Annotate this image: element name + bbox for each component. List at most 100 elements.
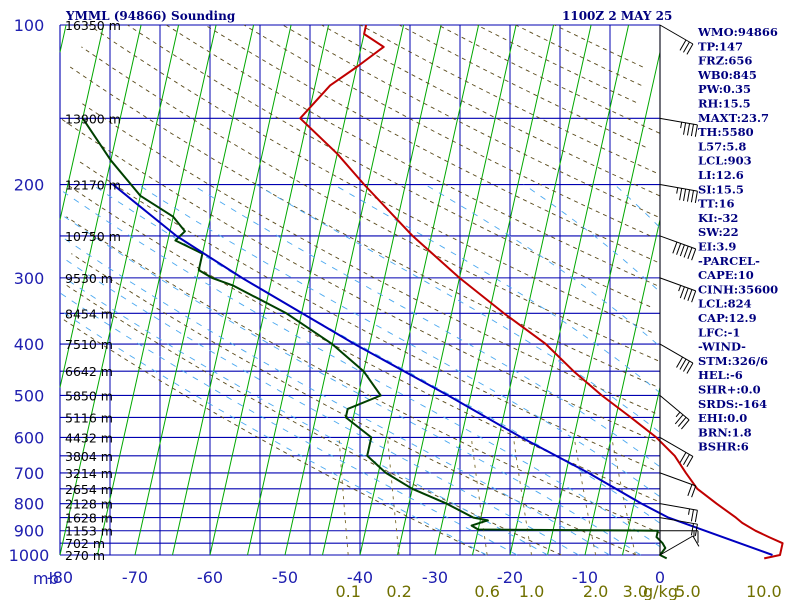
wind-barb-flag — [681, 419, 690, 430]
wind-barb-staff — [659, 277, 696, 292]
index-line: SHR+:0.0 — [698, 383, 761, 397]
wind-barb-flag — [686, 456, 694, 468]
mixing-ratio-line — [573, 437, 597, 556]
height-label: 7510 m — [65, 337, 113, 352]
dry-adiabat — [437, 24, 660, 134]
height-label: 12170 m — [65, 178, 121, 193]
wind-barb-flag — [686, 43, 694, 55]
dry-adiabat — [360, 24, 657, 174]
index-line: TT:16 — [698, 197, 735, 211]
mixing-ratio-line — [512, 437, 532, 556]
temperature-tick-label: 0 — [655, 568, 665, 587]
temperature-tick-label: -80 — [47, 568, 73, 587]
dry-adiabat — [77, 159, 655, 471]
index-line: BRN:1.8 — [698, 425, 752, 439]
wind-barb-flag — [694, 191, 698, 204]
wind-barb-flag — [679, 244, 685, 257]
height-label: 10750 m — [65, 229, 121, 244]
height-label: 4432 m — [65, 430, 113, 445]
height-label: 3804 m — [65, 449, 113, 464]
isotherm-line — [622, 387, 661, 556]
wind-barb-flag — [683, 287, 689, 300]
wind-barb-staff — [659, 117, 698, 126]
wind-barb-half-flag — [678, 285, 682, 292]
dry-adiabat — [127, 24, 651, 308]
wind-barb-flag — [686, 123, 691, 136]
wind-barb-flag — [691, 290, 697, 303]
chart-datetime: 1100Z 2 MAY 25 — [562, 9, 672, 23]
height-label: 3214 m — [65, 466, 113, 481]
y-axis-unit: mb — [33, 569, 59, 588]
dry-adiabat — [66, 216, 661, 534]
height-label: 1153 m — [65, 524, 113, 539]
moist-adiabat — [137, 184, 660, 497]
mixing-ratio-lines — [338, 437, 636, 556]
mixing-ratio-tick-label: 2.0 — [583, 582, 608, 600]
temperature-tick-label: -20 — [497, 568, 523, 587]
isotherm-line — [247, 24, 367, 556]
pressure-tick-label: 800 — [14, 495, 45, 514]
wind-barb-flag — [686, 189, 691, 202]
isotherm-line — [59, 24, 180, 556]
index-line: SRDS:-164 — [698, 397, 767, 411]
parcel-trace — [112, 183, 773, 556]
wind-barb-staff — [659, 535, 694, 556]
wind-barb-half-flag — [680, 122, 683, 129]
index-line: CINH:35600 — [698, 282, 778, 296]
wind-barb — [659, 117, 698, 137]
mixing-ratio-tick-label: 0.6 — [474, 582, 499, 600]
index-line: LFC:-1 — [698, 325, 740, 339]
wind-barb — [659, 517, 698, 537]
moist-adiabat — [60, 189, 661, 548]
index-line: -WIND- — [698, 340, 746, 354]
wind-barb-flag — [674, 414, 684, 425]
index-line: -PARCEL- — [698, 254, 760, 268]
wind-barb-flag — [677, 416, 687, 427]
wind-barb-flag — [686, 362, 694, 374]
grid-layer — [59, 24, 661, 556]
temperature-tick-label: -60 — [197, 568, 223, 587]
dry-adiabat — [476, 24, 637, 103]
index-line: WB0:845 — [697, 68, 757, 82]
wind-barb-flag — [679, 286, 685, 299]
wind-barb-flag — [683, 454, 690, 466]
moist-adiabat — [191, 184, 660, 467]
index-line: FRZ:656 — [698, 54, 752, 68]
dry-adiabat — [66, 184, 657, 502]
height-label: 5850 m — [65, 388, 113, 403]
wind-barb — [660, 530, 699, 543]
dry-adiabat — [60, 117, 656, 442]
wind-barb-staff — [659, 472, 696, 487]
mixing-ratio-line — [470, 437, 488, 556]
isotherm-line — [509, 24, 630, 556]
stability-indices: WMO:94866TP:147FRZ:656WB0:845PW:0.35RH:1… — [697, 25, 778, 454]
index-line: SW:22 — [698, 225, 739, 239]
index-line: CAP:12.9 — [698, 311, 757, 325]
axis-labels: 0.10.20.61.02.03.05.010.020.040.01002003… — [9, 16, 782, 600]
pressure-tick-label: 900 — [14, 522, 45, 541]
chart-title: YMML (94866) Sounding — [65, 9, 236, 23]
wind-barb-staff — [659, 24, 694, 45]
wind-barb-half-flag — [688, 508, 691, 515]
pressure-tick-label: 1000 — [9, 546, 50, 565]
wind-barb — [659, 277, 697, 303]
wind-barb-flag — [683, 188, 687, 201]
mixing-ratio-tick-label: 0.2 — [386, 582, 411, 600]
dry-adiabat — [243, 24, 651, 237]
index-line: BSHR:6 — [698, 440, 749, 454]
pressure-tick-label: 100 — [14, 16, 45, 35]
temperature-tick-label: -50 — [272, 568, 298, 587]
height-label: 9530 m — [65, 271, 113, 286]
isotherm-line — [59, 24, 67, 53]
dry-adiabat — [398, 24, 646, 148]
pressure-tick-label: 400 — [14, 335, 45, 354]
wind-barb-flag — [683, 360, 690, 372]
index-line: PW:0.35 — [698, 82, 751, 96]
wind-barb — [659, 503, 698, 523]
isotherm-line — [584, 219, 661, 556]
wind-barb-flag — [683, 41, 690, 53]
wind-barb-flag — [683, 122, 687, 135]
temperature-tick-label: -40 — [347, 568, 373, 587]
